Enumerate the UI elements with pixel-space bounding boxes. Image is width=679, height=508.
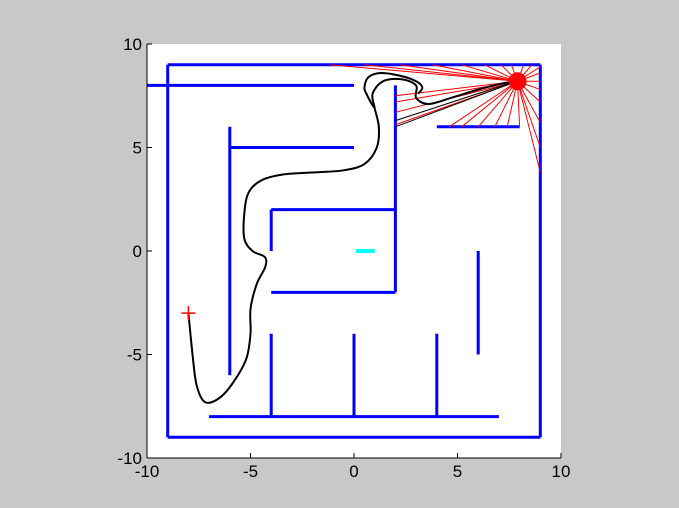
sensor-ray — [461, 64, 518, 82]
x-tick-label: 10 — [552, 462, 571, 481]
sensor-ray — [517, 81, 541, 173]
y-tick-label: 5 — [133, 139, 142, 158]
goal-marker — [356, 248, 375, 254]
robot-marker — [508, 72, 527, 91]
y-tick-label: -10 — [117, 449, 142, 468]
y-tick-label: 0 — [133, 242, 142, 261]
sensor-ray — [364, 64, 518, 82]
sensor-ray — [461, 80, 518, 128]
robot-path — [187, 77, 518, 404]
x-tick-label: -10 — [135, 462, 160, 481]
robot-path-loop — [363, 71, 424, 109]
y-tick-label: 10 — [123, 35, 142, 54]
sensor-ray — [399, 64, 518, 82]
sensor-ray — [477, 80, 518, 128]
sensor-ray — [329, 64, 518, 82]
x-tick-label: -5 — [243, 462, 258, 481]
sensor-beam-line — [395, 82, 512, 128]
ticks-layer: -10 -5 0 5 10 10 5 0 -5 -10 — [117, 35, 570, 481]
x-tick-label: 5 — [453, 462, 462, 481]
sensor-ray — [448, 80, 518, 128]
walls-layer — [147, 63, 542, 439]
y-tick-label: -5 — [127, 346, 142, 365]
sensor-ray — [432, 64, 518, 82]
x-tick-label: 0 — [349, 462, 358, 481]
sensor-beams-layer — [395, 82, 512, 128]
sensor-beam-line — [395, 82, 510, 122]
markers-layer — [181, 72, 527, 321]
path-layer — [187, 71, 518, 404]
sensor-ray — [517, 81, 541, 148]
